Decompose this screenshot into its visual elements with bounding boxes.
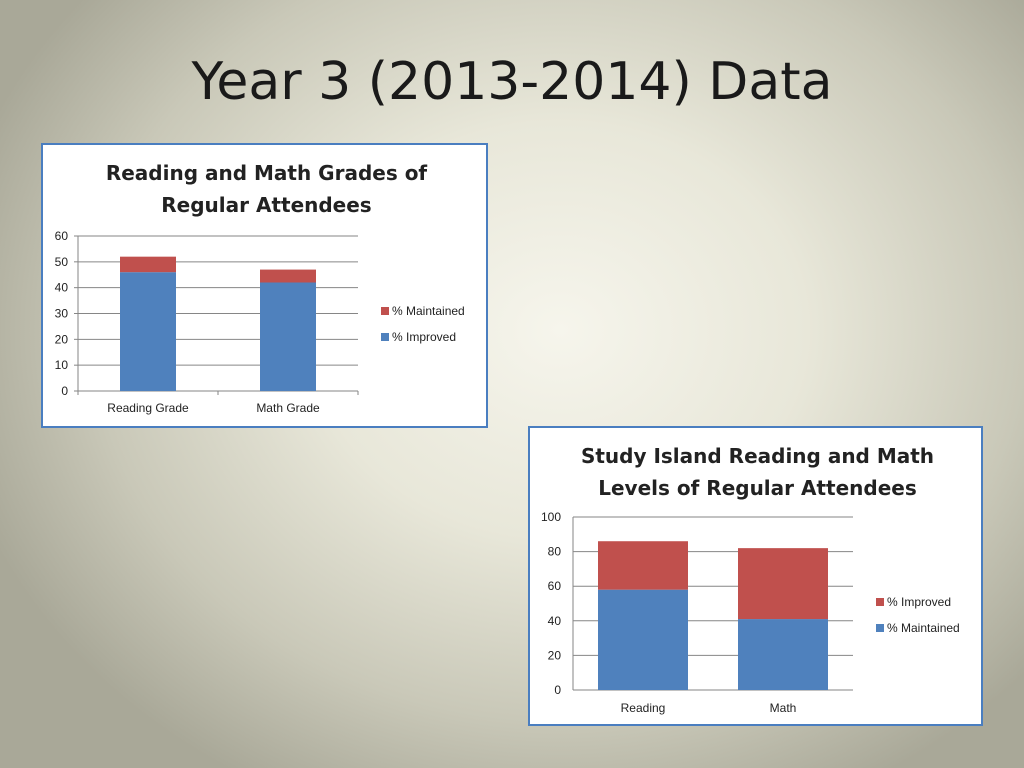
y-tick-label: 60 [55, 229, 69, 243]
legend-swatch [876, 598, 884, 606]
chart-reading-math-grades: Reading and Math Grades of Regular Atten… [41, 143, 488, 428]
slide-title: Year 3 (2013-2014) Data [191, 52, 833, 112]
y-tick-label: 100 [541, 510, 561, 524]
chart-title-line: Reading and Math Grades of [105, 161, 428, 185]
x-category-label: Math [770, 701, 797, 715]
y-tick-label: 60 [548, 579, 562, 593]
y-tick-label: 20 [548, 648, 562, 662]
chart-plot: 0 10 20 30 40 50 60 Reading Grade Math Grade % Ma… [55, 229, 465, 415]
x-category-label: Reading [621, 701, 666, 715]
y-tick-label: 0 [554, 683, 561, 697]
legend-swatch [876, 624, 884, 632]
bar-segment [598, 541, 688, 590]
x-category-label: Math Grade [256, 401, 320, 415]
legend-label: % Improved [392, 330, 456, 344]
y-tick-label: 40 [548, 614, 562, 628]
legend-label: % Maintained [392, 304, 465, 318]
legend-swatch [381, 307, 389, 315]
y-tick-label: 0 [61, 384, 68, 398]
bar-segment [738, 548, 828, 620]
chart-title-line: Levels of Regular Attendees [598, 476, 917, 500]
y-tick-label: 30 [55, 307, 69, 321]
x-category-label: Reading Grade [107, 401, 189, 415]
chart-title: Study Island Reading and Math Levels of … [530, 440, 985, 504]
legend-label: % Maintained [887, 621, 960, 635]
bar-segment [738, 619, 828, 690]
chart-title-line: Regular Attendees [161, 193, 372, 217]
y-tick-label: 40 [55, 281, 69, 295]
y-tick-label: 20 [55, 332, 69, 346]
bar-segment [120, 272, 176, 391]
chart-title-line: Study Island Reading and Math [580, 444, 935, 468]
chart-plot: 0 20 40 60 80 100 Reading Math % Improved % Maint… [541, 510, 960, 715]
y-tick-label: 10 [55, 358, 69, 372]
bar-segment [598, 589, 688, 690]
y-tick-label: 50 [55, 255, 69, 269]
bar-segment [260, 269, 316, 283]
bar-segment [120, 256, 176, 273]
y-tick-label: 80 [548, 545, 562, 559]
legend-label: % Improved [887, 595, 951, 609]
legend-swatch [381, 333, 389, 341]
bar-segment [260, 282, 316, 391]
chart-study-island-levels: Study Island Reading and Math Levels of … [528, 426, 983, 726]
chart-title: Reading and Math Grades of Regular Atten… [43, 157, 490, 221]
